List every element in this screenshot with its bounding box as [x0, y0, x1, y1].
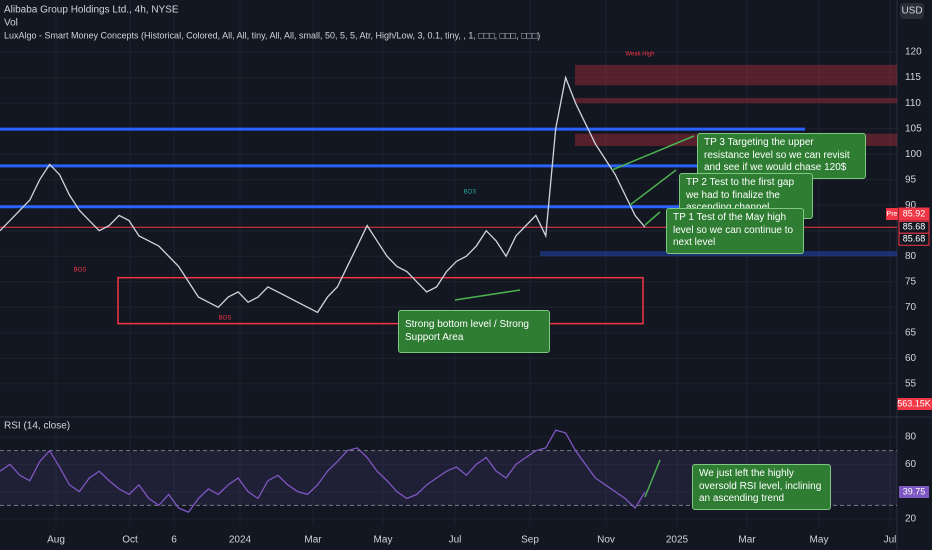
y-tick-label: 115: [905, 72, 921, 83]
vol: Vol: [4, 18, 18, 29]
y-tick-label: 60: [905, 459, 917, 470]
indicator: LuxAlgo - Smart Money Concepts (Historic…: [4, 30, 540, 40]
price-tag-box: [898, 232, 930, 246]
chart-label: BOS: [74, 268, 87, 274]
y-tick-label: 110: [905, 98, 921, 109]
y-tick-label: 105: [905, 123, 922, 134]
chart-label: BOS: [219, 316, 232, 322]
currency-box: [900, 3, 924, 19]
price-line: [0, 75, 646, 314]
rsi-tag-box: [899, 485, 929, 498]
x-tick-label: Mar: [738, 535, 756, 546]
x-tick-label: Aug: [47, 535, 65, 546]
rsi-line: [0, 429, 646, 513]
y-tick-label: 95: [905, 174, 917, 185]
x-tick-label: Nov: [597, 535, 615, 546]
y-tick-label: 90: [905, 200, 917, 211]
note: Strong bottom level / Strong Support Are…: [398, 310, 550, 353]
x-tick-label: 6: [171, 535, 177, 546]
x-tick-label: May: [810, 535, 829, 546]
x-tick-label: Jul: [884, 535, 897, 546]
arrow: [629, 169, 677, 206]
y-tick-label: 65: [905, 327, 917, 338]
price-tag: 85.92: [903, 208, 926, 218]
x-tick-label: 2024: [229, 535, 252, 546]
y-tick-label: 55: [905, 379, 917, 390]
rsi-title: RSI (14, close): [4, 421, 70, 432]
y-tick-label: 80: [905, 251, 917, 262]
chart-label: BOS: [464, 190, 477, 196]
y-tick-label: 60: [905, 353, 917, 364]
y-tick-label: 70: [905, 302, 917, 313]
arrow: [644, 211, 661, 226]
x-tick-label: May: [374, 535, 393, 546]
vol-tag: 563.15K: [897, 398, 931, 408]
y-tick-label: 80: [905, 432, 917, 443]
zone: [575, 98, 897, 104]
price-tag-box: [898, 207, 930, 221]
title: Alibaba Group Holdings Ltd., 4h, NYSE: [4, 5, 179, 16]
price-tag: 85.68: [903, 234, 926, 244]
note: We just left the highly oversold RSI lev…: [692, 464, 831, 510]
note: TP 3 Targeting the upper resistance leve…: [697, 133, 866, 179]
support-box: [117, 276, 644, 325]
vol-tag-box: [897, 398, 932, 410]
chart-label: Weak High: [625, 52, 654, 58]
currency: USD: [901, 6, 922, 17]
pre: Pre: [887, 211, 898, 218]
price-tag: 85.68: [903, 222, 926, 232]
zone: [575, 64, 897, 86]
rsi-tag: 39.75: [903, 486, 926, 496]
pre-box: [886, 208, 898, 221]
x-tick-label: Sep: [521, 535, 539, 546]
zone: [540, 251, 897, 257]
y-tick-label: 75: [905, 276, 917, 287]
note: TP 1 Test of the May high level so we ca…: [666, 208, 804, 254]
x-tick-label: Oct: [122, 535, 138, 546]
x-tick-label: 2025: [666, 535, 689, 546]
x-tick-label: Mar: [304, 535, 322, 546]
arrow: [611, 135, 695, 171]
arrow: [644, 459, 661, 498]
y-tick-label: 120: [905, 47, 922, 58]
y-tick-label: 20: [905, 514, 917, 525]
y-tick-label: 100: [905, 149, 922, 160]
arrow: [454, 289, 521, 301]
x-tick-label: Jul: [449, 535, 462, 546]
